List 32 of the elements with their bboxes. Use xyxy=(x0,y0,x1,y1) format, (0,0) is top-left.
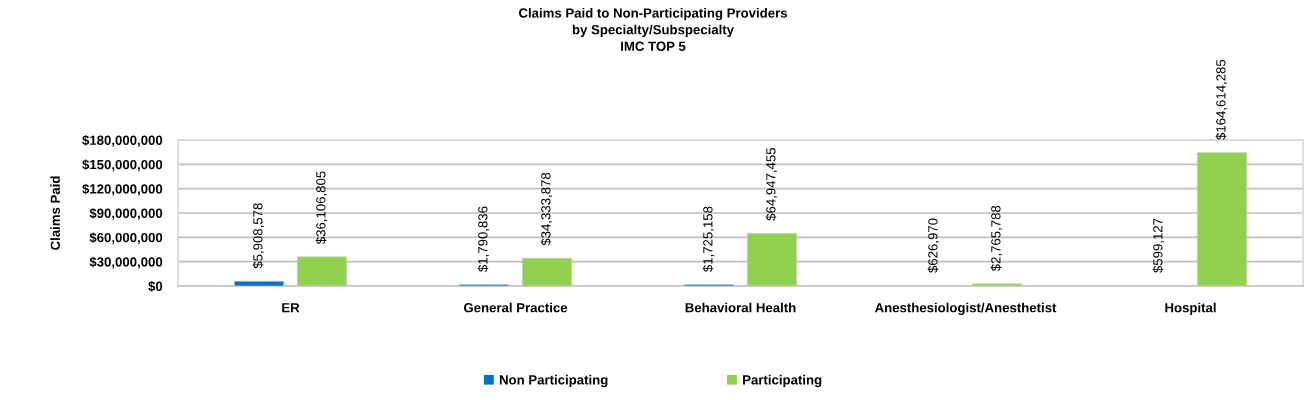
y-tick-label: $90,000,000 xyxy=(89,207,163,220)
legend-label: Non Participating xyxy=(499,374,608,388)
data-label: $34,333,878 xyxy=(540,172,553,246)
data-label: $164,614,285 xyxy=(1215,59,1228,140)
bar xyxy=(971,283,1023,286)
data-label: $626,970 xyxy=(927,218,940,273)
bar xyxy=(521,257,573,286)
y-tick-label: $0 xyxy=(148,280,163,292)
data-label: $2,765,788 xyxy=(990,205,1003,272)
y-tick-label: $150,000,000 xyxy=(82,159,163,172)
x-tick-label: General Practice xyxy=(463,302,568,313)
bar xyxy=(233,280,285,286)
x-tick-label: Behavioral Health xyxy=(685,302,796,313)
data-label: $1,790,836 xyxy=(477,206,490,272)
x-tick-label: ER xyxy=(282,303,300,313)
x-tick-label: Hospital xyxy=(1165,302,1216,315)
y-tick-label: $120,000,000 xyxy=(82,183,163,196)
chart-title: Claims Paid to Non-Participating Providers by Specialty/Subspecialty IMC TOP 5 xyxy=(519,8,787,51)
bar xyxy=(1196,152,1248,286)
y-tick-label: $60,000,000 xyxy=(89,232,163,245)
y-tick-label: $30,000,000 xyxy=(89,256,163,269)
data-label: $64,947,455 xyxy=(765,148,778,221)
y-tick-label: $180,000,000 xyxy=(82,134,163,147)
legend-label: Participating xyxy=(743,374,822,388)
data-label: $36,106,805 xyxy=(315,171,328,245)
data-label: $5,908,578 xyxy=(252,203,265,269)
y-axis-title: Claims Paid xyxy=(50,176,60,250)
data-label: $1,725,158 xyxy=(702,206,715,272)
x-tick-label: Anesthesiologist/Anesthetist xyxy=(874,302,1057,316)
bar xyxy=(746,232,798,286)
bar xyxy=(296,256,348,286)
data-label: $599,127 xyxy=(1152,218,1165,273)
